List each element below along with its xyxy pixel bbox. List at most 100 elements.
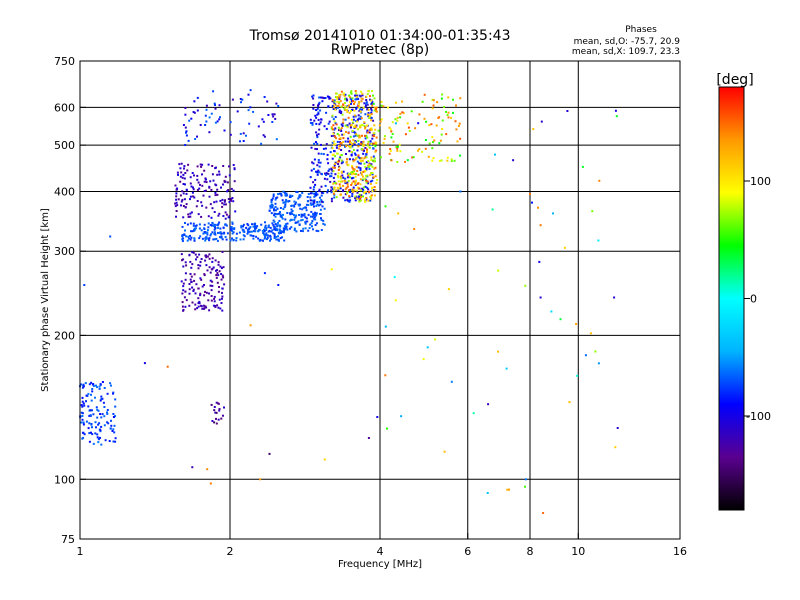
data-point [411,156,414,159]
data-point [338,183,341,186]
data-point [189,273,192,275]
data-point [331,105,334,108]
data-point [198,302,201,305]
data-point [278,229,281,232]
data-point [189,176,192,179]
data-point [269,206,272,208]
data-point [512,159,515,162]
data-point [317,169,320,172]
data-point [301,192,304,194]
data-point [369,183,372,185]
data-point [356,160,359,163]
data-point [365,101,368,104]
data-point [99,436,101,439]
data-point [307,213,310,216]
data-point [182,258,185,261]
data-point [373,186,376,188]
data-point [242,230,245,233]
data-point [223,231,226,234]
data-point [274,117,277,120]
data-point [354,90,357,92]
data-point [271,206,274,209]
data-point [181,234,184,237]
data-point [215,276,218,279]
data-point [367,437,370,439]
data-point [205,291,208,294]
data-point [357,154,360,157]
data-point [318,101,321,104]
data-point [197,264,200,267]
data-point [204,231,207,233]
data-point [320,143,322,146]
data-point [352,176,355,179]
data-point [199,292,202,295]
data-point [92,413,95,416]
data-point [317,133,320,136]
data-point [219,307,222,310]
data-point [426,346,429,349]
data-point [215,269,217,272]
data-point [382,105,385,108]
data-point [508,488,510,491]
data-point [208,309,211,312]
data-point [366,186,369,189]
data-point [320,191,323,194]
data-point [269,204,272,207]
data-point [263,228,265,231]
data-point [181,259,183,262]
data-point [320,198,323,201]
data-point [343,95,346,98]
data-point [189,182,192,185]
data-point [376,178,379,181]
data-point [348,195,351,198]
data-point [290,204,293,207]
data-point [589,332,592,335]
data-point [214,306,217,308]
data-point [576,374,579,377]
data-point [299,207,302,210]
data-point [362,149,365,152]
data-point [101,381,104,383]
data-point [85,400,87,403]
data-point [88,432,91,435]
data-point [339,93,342,96]
data-point [184,272,187,275]
data-point [278,212,281,215]
data-point [214,104,216,106]
data-point [353,189,356,192]
data-point [326,178,329,181]
data-point [191,230,194,233]
data-point [367,113,369,116]
data-point [334,173,337,176]
data-point [215,237,218,240]
data-point [330,189,333,192]
data-point [223,203,226,206]
data-point [428,142,431,145]
data-point [190,185,193,188]
data-point [344,140,347,143]
data-point [331,147,334,150]
data-point [370,194,373,197]
data-point [325,111,328,114]
data-point [295,190,298,193]
data-point [358,195,360,198]
data-point [310,222,313,225]
data-point [347,106,350,109]
data-point [97,423,100,426]
data-point [362,152,365,155]
data-point [359,178,362,181]
data-point [271,222,274,225]
data-point [450,160,453,162]
data-point [199,183,201,186]
data-point [175,188,178,191]
data-point [242,132,245,135]
data-point [277,231,280,234]
data-point [231,229,234,232]
data-point [330,168,333,171]
data-point [182,237,185,240]
data-point [202,304,205,307]
data-point [259,478,262,481]
data-point [205,306,208,309]
data-point [337,189,340,192]
data-point [274,209,277,212]
